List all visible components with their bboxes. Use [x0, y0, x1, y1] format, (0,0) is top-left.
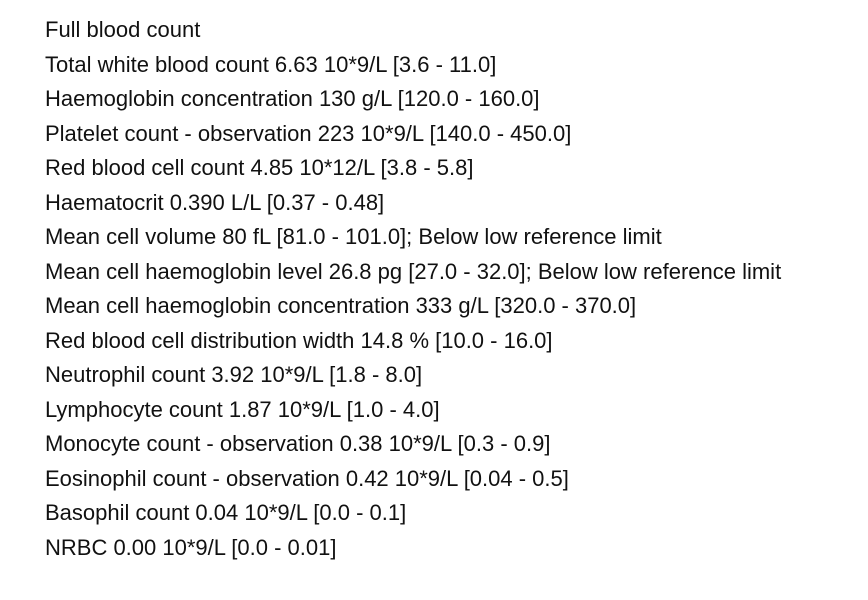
result-line: Haemoglobin concentration 130 g/L [120.0… [45, 86, 540, 111]
result-line: Red blood cell count 4.85 10*12/L [3.8 -… [45, 155, 474, 180]
report-title: Full blood count [45, 17, 201, 42]
result-line: Red blood cell distribution width 14.8 %… [45, 327, 553, 353]
result-line: Neutrophil count 3.92 10*9/L [1.8 - 8.0] [45, 362, 423, 387]
result-line: Basophil count 0.04 10*9/L [0.0 - 0.1] [45, 500, 407, 525]
result-line: Haematocrit 0.390 L/L [0.37 - 0.48] [45, 189, 385, 215]
result-line: Platelet count - observation 223 10*9/L … [45, 120, 572, 146]
result-line: Mean cell haemoglobin level 26.8 pg [27.… [45, 258, 782, 284]
result-line: Mean cell haemoglobin concentration 333 … [45, 293, 637, 318]
result-line: Lymphocyte count 1.87 10*9/L [1.0 - 4.0] [45, 396, 440, 422]
result-line: Eosinophil count - observation 0.42 10*9… [45, 465, 569, 491]
result-line: NRBC 0.00 10*9/L [0.0 - 0.01] [45, 534, 337, 560]
result-line: Mean cell volume 80 fL [81.0 - 101.0]; B… [45, 224, 662, 249]
result-line: Monocyte count - observation 0.38 10*9/L… [45, 431, 551, 456]
result-line: Total white blood count 6.63 10*9/L [3.6… [45, 51, 497, 77]
report: Full blood count Total white blood count… [45, 16, 835, 568]
